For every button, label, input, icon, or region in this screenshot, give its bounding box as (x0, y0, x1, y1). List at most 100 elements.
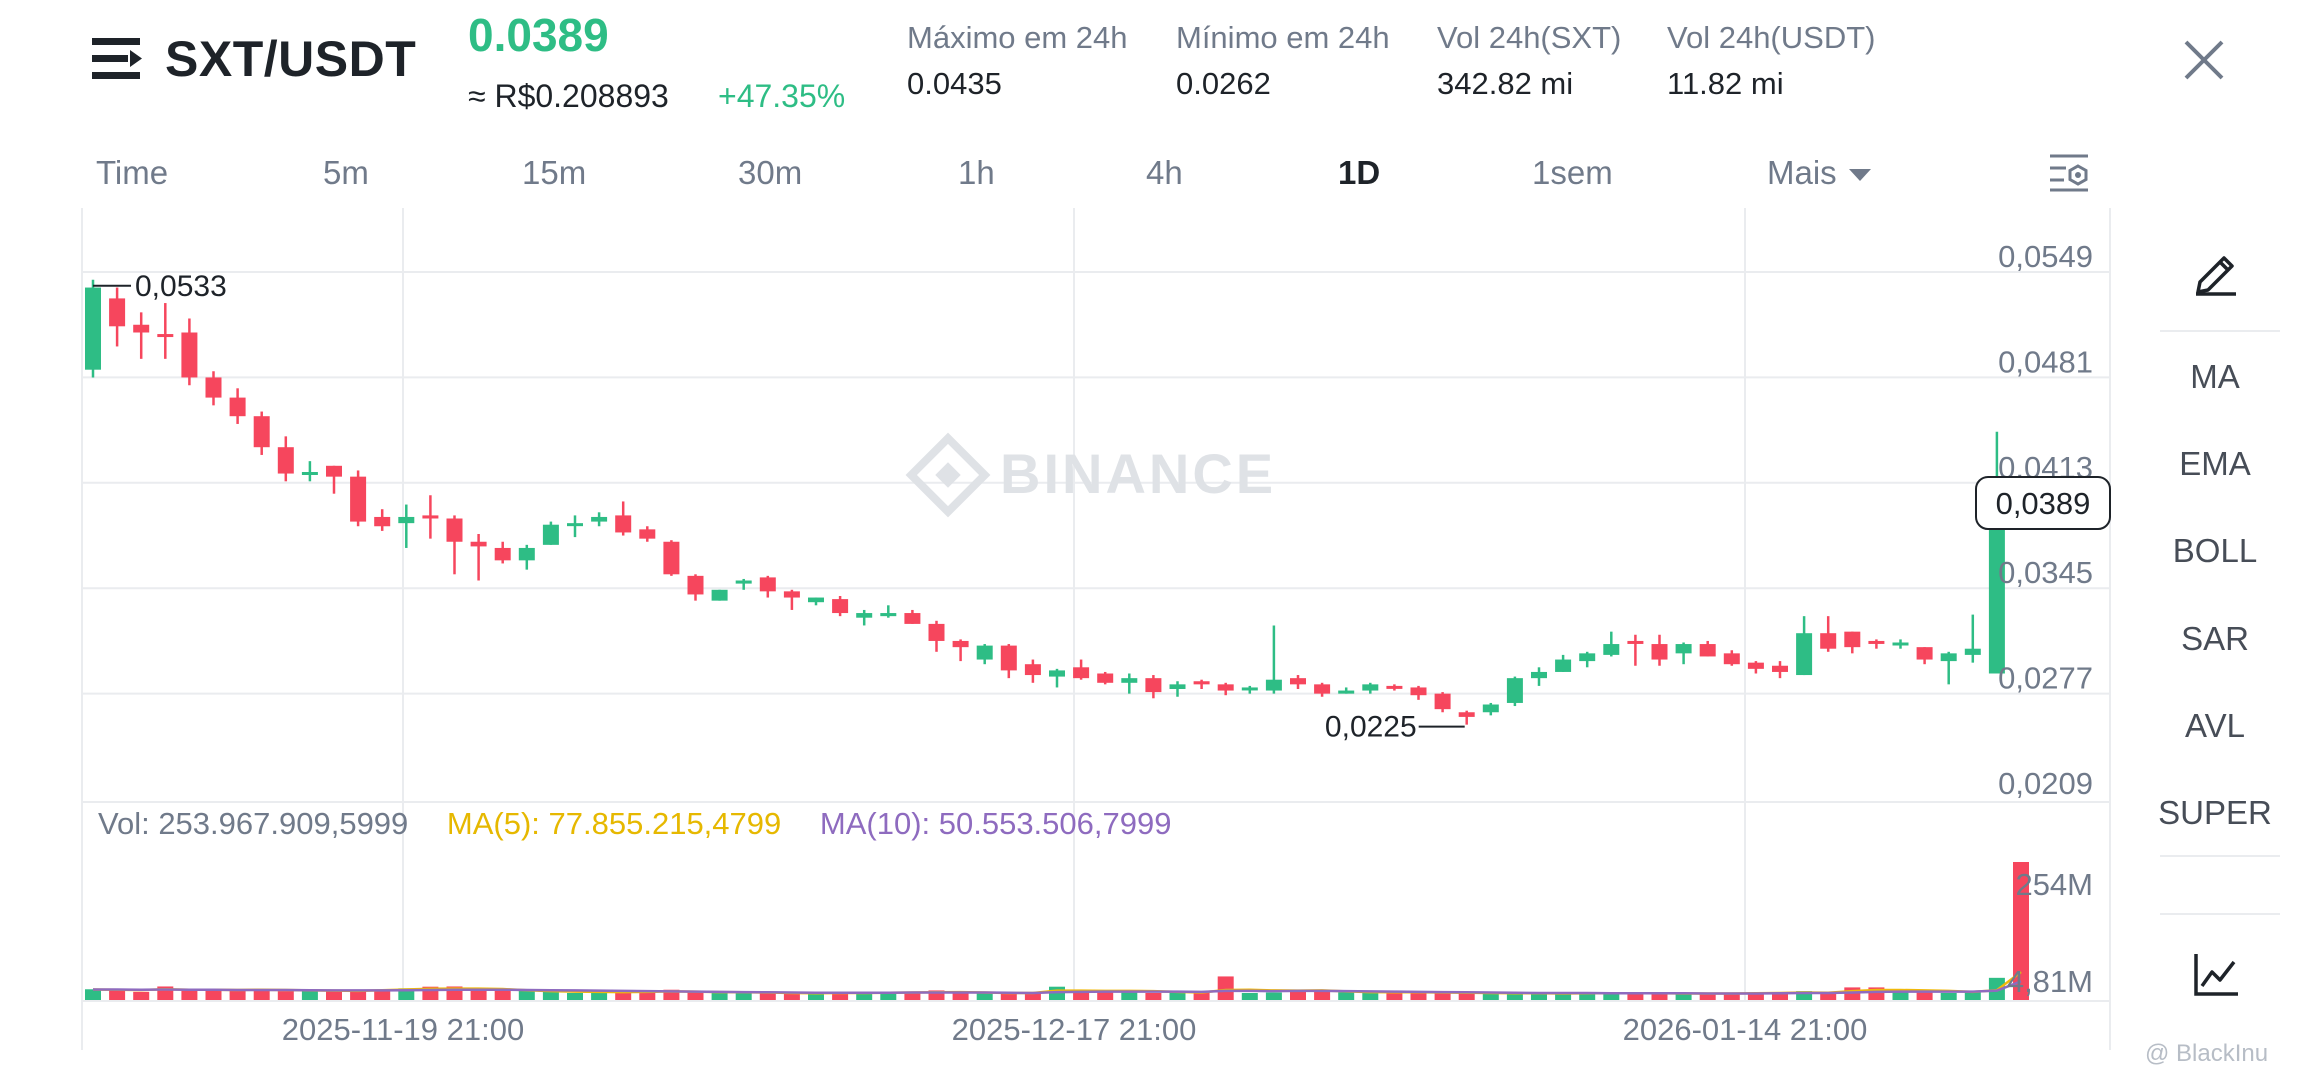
tab-1d[interactable]: 1D (1338, 154, 1381, 191)
volume-bar (1747, 992, 1764, 1000)
volume-bar (1073, 989, 1090, 1000)
candlestick-series (85, 279, 2005, 725)
candle-body (374, 516, 391, 527)
time-axis: 2025-11-19 21:00 2025-12-17 21:00 2026-01-… (282, 1012, 1868, 1047)
candle-body (1772, 665, 1788, 672)
indicator-boll[interactable]: BOLL (2172, 532, 2258, 569)
candle-body (1290, 678, 1306, 685)
candle (1892, 639, 1909, 649)
candle (374, 509, 391, 531)
close-icon[interactable] (2180, 36, 2228, 84)
time-axis-label: 2025-11-19 21:00 (282, 1012, 524, 1047)
volume-bar (880, 993, 897, 1000)
stat-value-24h-vol-quote: 11.82 mi (1667, 66, 1784, 101)
candle (1097, 671, 1114, 685)
caret-down-icon (1848, 169, 1871, 182)
volume-bar (1675, 993, 1692, 1000)
line-chart-icon[interactable] (2192, 950, 2242, 1000)
candle-body (1458, 712, 1475, 717)
candle (1193, 679, 1210, 689)
candle (326, 465, 342, 494)
candle (711, 589, 728, 601)
candle-body (1145, 678, 1162, 693)
indicator-super[interactable]: SUPER (2158, 794, 2272, 831)
candle (880, 605, 897, 618)
candle (1024, 659, 1041, 683)
volume-bar (735, 993, 752, 1000)
candle (1579, 651, 1596, 668)
volume-bar (1964, 992, 1981, 1000)
candle-body (85, 287, 101, 370)
volume-bar (1097, 991, 1114, 1000)
tab-5m[interactable]: 5m (323, 154, 369, 191)
volume-bar (1241, 993, 1258, 1000)
binance-watermark: BINANCE (905, 432, 1273, 518)
candle (277, 436, 294, 482)
candle (229, 388, 246, 424)
volume-bar (1892, 991, 1909, 1000)
candle (205, 371, 222, 406)
price-axis-label: 0,0277 (1998, 661, 2093, 696)
volume-bar (229, 990, 246, 1000)
menu-icon[interactable] (92, 36, 144, 82)
volume-bar (205, 990, 222, 1000)
toolbar-divider (2160, 913, 2280, 915)
price-axis-label: 0,0549 (1998, 239, 2093, 274)
candle (1988, 431, 2005, 674)
candle-body (1892, 642, 1909, 646)
indicator-ma[interactable]: MA (2190, 358, 2240, 395)
volume-bar (85, 989, 101, 1000)
volume-bar (1627, 993, 1644, 1000)
candle (1000, 644, 1017, 679)
volume-bar (1386, 992, 1403, 1000)
volume-bar (1024, 993, 1041, 1000)
candle (1482, 702, 1499, 716)
pencil-icon[interactable] (2192, 246, 2242, 296)
tab-4h[interactable]: 4h (1146, 154, 1183, 191)
volume-bar (832, 993, 849, 1000)
price-axis-label: 0,0209 (1998, 766, 2093, 801)
candle (759, 575, 776, 598)
candle (1265, 625, 1282, 694)
candle (1747, 661, 1764, 674)
candle-body (1699, 644, 1716, 657)
candle (1386, 684, 1403, 691)
candle-body (446, 518, 463, 542)
candle-body (615, 515, 632, 533)
indicator-sar[interactable]: SAR (2181, 620, 2249, 657)
volume-bar (1217, 976, 1234, 1000)
candle-body (1916, 647, 1933, 660)
volume-bar (1265, 992, 1282, 1000)
volume-bar (518, 990, 535, 1000)
tab-1h[interactable]: 1h (958, 154, 995, 191)
candle-body (976, 645, 993, 660)
volume-bar (494, 990, 511, 1000)
candle (1145, 675, 1162, 699)
volume-bar (783, 993, 800, 1000)
trading-pair-title[interactable]: SXT/USDT (165, 31, 417, 87)
candle (1675, 642, 1692, 665)
candle-body (783, 591, 800, 598)
candle-body (1000, 645, 1017, 671)
current-price-label: 0,0389 (1996, 486, 2091, 521)
volume-bar (1555, 993, 1572, 1000)
tab-time[interactable]: Time (96, 154, 169, 191)
candle (952, 639, 969, 662)
indicator-ema[interactable]: EMA (2179, 445, 2251, 482)
stat-value-24h-vol-base: 342.82 mi (1437, 66, 1574, 101)
tab-1sem[interactable]: 1sem (1532, 154, 1613, 191)
candle (85, 279, 101, 378)
volume-bar (856, 992, 873, 1000)
indicator-avl[interactable]: AVL (2185, 707, 2245, 744)
price-change-percent: +47.35% (718, 78, 846, 114)
candle (133, 312, 150, 359)
tab-15m[interactable]: 15m (522, 154, 587, 191)
candle (904, 609, 921, 624)
chart-settings-icon[interactable] (2048, 150, 2092, 194)
tab-more[interactable]: Mais (1767, 154, 1871, 192)
candle (1434, 692, 1451, 713)
volume-bar (1579, 992, 1596, 1000)
candle (1073, 659, 1090, 680)
tab-30m[interactable]: 30m (738, 154, 803, 191)
